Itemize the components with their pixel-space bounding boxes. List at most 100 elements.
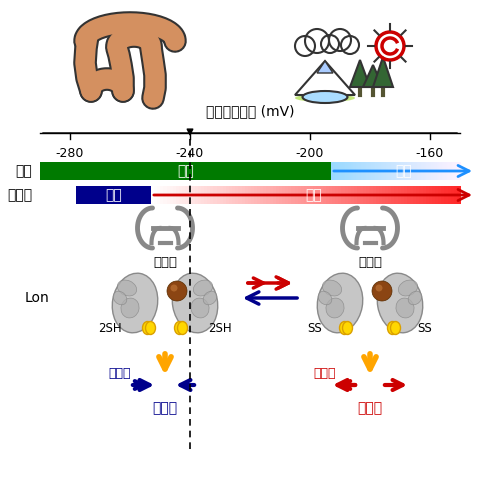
Bar xyxy=(220,186,224,204)
Text: 2SH: 2SH xyxy=(98,321,122,334)
Bar xyxy=(440,162,442,180)
Bar xyxy=(370,162,372,180)
Bar xyxy=(444,162,446,180)
Ellipse shape xyxy=(172,273,218,333)
Bar xyxy=(454,186,458,204)
Ellipse shape xyxy=(390,321,400,334)
Bar xyxy=(339,162,340,180)
Bar xyxy=(435,186,438,204)
Bar xyxy=(244,186,248,204)
Bar xyxy=(387,162,389,180)
Circle shape xyxy=(305,29,329,53)
Bar xyxy=(342,162,343,180)
Bar xyxy=(358,162,360,180)
Ellipse shape xyxy=(326,298,344,318)
Text: 酸化還元電位 (mV): 酸化還元電位 (mV) xyxy=(206,104,294,118)
Bar xyxy=(329,186,332,204)
Bar xyxy=(438,162,440,180)
Bar xyxy=(426,186,430,204)
Polygon shape xyxy=(350,60,370,87)
Circle shape xyxy=(376,32,404,60)
Bar xyxy=(435,162,437,180)
Bar xyxy=(223,186,226,204)
Bar xyxy=(458,162,459,180)
Bar xyxy=(363,186,367,204)
Bar xyxy=(432,162,433,180)
Bar xyxy=(417,162,419,180)
Bar xyxy=(426,162,428,180)
Polygon shape xyxy=(295,61,355,95)
Bar xyxy=(229,186,232,204)
Bar xyxy=(424,162,426,180)
Bar xyxy=(349,162,351,180)
Bar xyxy=(429,186,432,204)
Bar xyxy=(348,186,352,204)
Bar xyxy=(404,186,407,204)
Bar xyxy=(314,186,317,204)
Text: 酸化: 酸化 xyxy=(305,188,322,202)
Ellipse shape xyxy=(121,298,139,318)
Ellipse shape xyxy=(396,298,414,318)
Bar xyxy=(398,162,400,180)
Text: 空気: 空気 xyxy=(395,164,412,178)
Bar xyxy=(350,162,352,180)
Bar xyxy=(442,186,445,204)
Bar xyxy=(194,186,198,204)
Ellipse shape xyxy=(203,291,217,305)
Bar xyxy=(452,162,454,180)
Bar xyxy=(406,162,407,180)
Bar xyxy=(364,162,366,180)
Bar xyxy=(442,162,444,180)
Bar xyxy=(154,186,158,204)
Bar xyxy=(454,162,456,180)
Bar xyxy=(322,186,326,204)
Bar xyxy=(351,186,354,204)
Ellipse shape xyxy=(340,321,349,334)
Bar xyxy=(242,186,245,204)
Bar xyxy=(394,186,398,204)
Bar xyxy=(346,162,348,180)
Bar xyxy=(238,186,242,204)
Bar xyxy=(276,186,280,204)
Text: -280: -280 xyxy=(56,147,84,160)
Bar xyxy=(455,162,456,180)
Text: 低活性: 低活性 xyxy=(152,401,178,415)
Bar xyxy=(186,186,189,204)
Bar xyxy=(382,162,384,180)
Bar xyxy=(443,162,445,180)
Bar xyxy=(446,162,448,180)
Bar xyxy=(342,162,344,180)
Bar xyxy=(432,186,436,204)
Bar xyxy=(332,162,334,180)
Bar xyxy=(310,186,314,204)
Bar xyxy=(376,162,378,180)
Bar xyxy=(335,162,336,180)
Bar xyxy=(226,186,230,204)
Ellipse shape xyxy=(342,321,352,334)
Bar xyxy=(379,186,382,204)
Bar xyxy=(207,186,211,204)
Bar xyxy=(422,162,424,180)
Bar xyxy=(357,162,359,180)
Bar xyxy=(406,162,408,180)
Bar xyxy=(353,162,355,180)
Bar xyxy=(418,162,420,180)
Ellipse shape xyxy=(302,91,348,103)
Bar xyxy=(166,186,170,204)
Bar xyxy=(416,186,420,204)
Bar xyxy=(366,186,370,204)
Text: 細胞質: 細胞質 xyxy=(7,188,32,202)
Circle shape xyxy=(381,37,399,55)
Bar xyxy=(398,186,401,204)
Bar xyxy=(335,186,339,204)
Bar xyxy=(439,162,441,180)
Ellipse shape xyxy=(295,94,355,102)
Bar xyxy=(390,162,392,180)
Bar xyxy=(340,162,342,180)
Bar xyxy=(428,162,430,180)
Ellipse shape xyxy=(398,280,417,296)
Bar xyxy=(407,186,410,204)
Circle shape xyxy=(321,35,339,53)
Bar xyxy=(204,186,208,204)
Bar xyxy=(416,162,418,180)
